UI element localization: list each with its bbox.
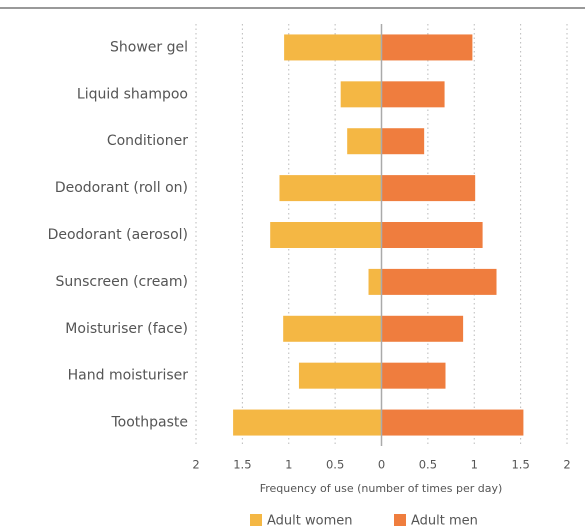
category-label: Deodorant (roll on) xyxy=(55,180,188,196)
bar xyxy=(233,409,382,436)
bar xyxy=(298,362,382,389)
legend-label: Adult women xyxy=(267,514,352,529)
bar xyxy=(381,268,497,295)
bar xyxy=(279,175,382,202)
x-tick-label: 0.5 xyxy=(419,458,437,472)
category-label: Moisturiser (face) xyxy=(65,321,188,337)
x-tick-label: 1 xyxy=(471,458,478,472)
legend-swatch xyxy=(250,514,262,526)
x-tick-label: 0 xyxy=(378,458,385,472)
bar xyxy=(381,315,464,342)
x-tick-label: 1 xyxy=(285,458,292,472)
bar xyxy=(340,81,382,108)
category-label: Hand moisturiser xyxy=(68,368,189,384)
x-tick-label: 1.5 xyxy=(511,458,529,472)
bar xyxy=(270,222,382,248)
x-axis-label: Frequency of use (number of times per da… xyxy=(260,482,503,495)
x-tick-label: 1.5 xyxy=(233,458,251,472)
category-label: Conditioner xyxy=(107,133,188,149)
bar xyxy=(283,315,382,342)
bar xyxy=(368,268,382,295)
bar xyxy=(381,128,425,155)
x-tick-label: 2 xyxy=(192,458,199,472)
bar xyxy=(381,34,473,61)
category-label: Liquid shampoo xyxy=(77,86,188,102)
bar xyxy=(381,409,524,436)
legend-swatch xyxy=(394,514,406,526)
category-label: Toothpaste xyxy=(110,415,188,431)
bar xyxy=(381,81,445,108)
category-label: Sunscreen (cream) xyxy=(55,274,188,290)
bar xyxy=(284,34,382,61)
x-tick-label: 2 xyxy=(563,458,570,472)
bar xyxy=(381,222,483,248)
category-label: Shower gel xyxy=(110,39,188,55)
bar xyxy=(347,128,382,155)
bar xyxy=(381,175,476,202)
bar xyxy=(381,362,446,389)
category-label: Deodorant (aerosol) xyxy=(48,227,188,243)
x-tick-label: 0.5 xyxy=(326,458,344,472)
legend-label: Adult men xyxy=(411,514,478,529)
